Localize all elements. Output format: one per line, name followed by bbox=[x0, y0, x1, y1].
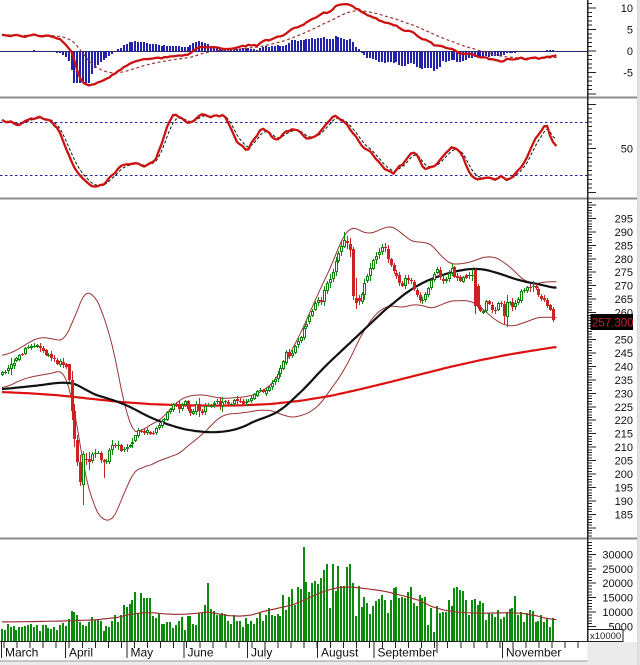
svg-text:5: 5 bbox=[627, 25, 633, 37]
svg-text:25000: 25000 bbox=[602, 564, 633, 576]
svg-text:0: 0 bbox=[627, 46, 633, 58]
svg-text:205: 205 bbox=[615, 456, 633, 468]
svg-text:30000: 30000 bbox=[602, 549, 633, 561]
svg-text:235: 235 bbox=[615, 375, 633, 387]
svg-text:March: March bbox=[5, 646, 38, 660]
svg-text:270: 270 bbox=[615, 281, 633, 293]
svg-text:250: 250 bbox=[615, 335, 633, 347]
svg-text:215: 215 bbox=[615, 429, 633, 441]
svg-text:220: 220 bbox=[615, 415, 633, 427]
svg-text:50: 50 bbox=[621, 144, 633, 156]
svg-text:190: 190 bbox=[615, 496, 633, 508]
svg-text:July: July bbox=[251, 646, 272, 660]
svg-text:245: 245 bbox=[615, 348, 633, 360]
svg-text:10000: 10000 bbox=[602, 607, 633, 619]
svg-text:10: 10 bbox=[621, 3, 633, 15]
svg-text:15000: 15000 bbox=[602, 593, 633, 605]
svg-text:September: September bbox=[378, 646, 437, 660]
svg-text:265: 265 bbox=[615, 294, 633, 306]
svg-text:April: April bbox=[69, 646, 93, 660]
svg-text:275: 275 bbox=[615, 267, 633, 279]
svg-text:225: 225 bbox=[615, 402, 633, 414]
svg-text:200: 200 bbox=[615, 469, 633, 481]
svg-text:August: August bbox=[321, 646, 359, 660]
svg-text:210: 210 bbox=[615, 442, 633, 454]
svg-text:280: 280 bbox=[615, 254, 633, 266]
svg-text:185: 185 bbox=[615, 509, 633, 521]
svg-text:20000: 20000 bbox=[602, 578, 633, 590]
svg-text:290: 290 bbox=[615, 227, 633, 239]
svg-text:x10000: x10000 bbox=[590, 631, 621, 642]
svg-text:June: June bbox=[188, 646, 214, 660]
svg-text:May: May bbox=[131, 646, 154, 660]
svg-text:257.300: 257.300 bbox=[592, 318, 634, 330]
svg-text:240: 240 bbox=[615, 361, 633, 373]
svg-text:November: November bbox=[506, 646, 561, 660]
svg-text:285: 285 bbox=[615, 240, 633, 252]
svg-text:195: 195 bbox=[615, 482, 633, 494]
svg-text:295: 295 bbox=[615, 213, 633, 225]
svg-text:230: 230 bbox=[615, 388, 633, 400]
svg-text:-5: -5 bbox=[623, 68, 633, 80]
